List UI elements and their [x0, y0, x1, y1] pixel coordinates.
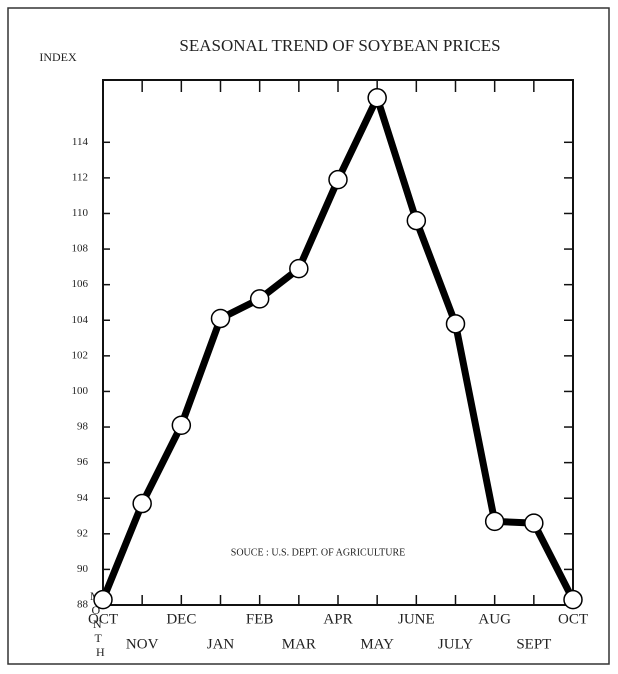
- frame: [7, 7, 610, 665]
- y-tick-label: 94: [77, 492, 89, 504]
- y-tick-label: 104: [72, 314, 89, 326]
- y-tick-label: 110: [72, 207, 89, 219]
- point: [406, 210, 427, 231]
- x-tick-label: JAN: [207, 636, 235, 652]
- chart-title: SEASONAL TREND OF SOYBEAN PRICES: [179, 36, 500, 55]
- x-tick-label: SEPT: [516, 636, 551, 652]
- point: [93, 589, 113, 610]
- annotation: SOUCE : U.S. DEPT. OF AGRICULTURE: [231, 547, 405, 558]
- point: [210, 308, 231, 329]
- point: [171, 415, 192, 436]
- x-tick-label: OCT: [558, 611, 588, 627]
- point: [524, 513, 544, 533]
- y-tick-label: 90: [77, 563, 89, 575]
- y-tick-label: 96: [77, 456, 89, 468]
- y-tick-label: 106: [72, 278, 89, 290]
- y-tick-label: 100: [72, 385, 89, 397]
- x-tick-label: JULY: [438, 636, 473, 652]
- y-tick-label: 114: [72, 136, 89, 148]
- point: [484, 511, 505, 532]
- y-tick-label: 108: [72, 243, 89, 255]
- x-tick-label: FEB: [246, 611, 274, 627]
- point: [328, 169, 348, 190]
- x-tick-label: DEC: [166, 611, 196, 627]
- point: [563, 589, 583, 610]
- point: [445, 314, 466, 334]
- x-tick-label: JUNE: [398, 611, 435, 627]
- point: [289, 258, 309, 279]
- y-tick-label: 92: [77, 527, 88, 539]
- x-tick-label: APR: [323, 611, 352, 627]
- y-tick-label: 112: [72, 171, 88, 183]
- y-tick-label: 102: [72, 349, 89, 361]
- point: [249, 289, 270, 309]
- x-tick-label: MAR: [282, 636, 316, 652]
- point: [132, 493, 152, 514]
- x-tick-label: OCT: [88, 611, 118, 627]
- y-axis-label: INDEX: [39, 50, 77, 64]
- point: [367, 88, 387, 108]
- x-tick-label: MAY: [360, 636, 394, 652]
- x-tick-label: NOV: [126, 636, 159, 652]
- x-tick-label: AUG: [478, 611, 511, 627]
- y-tick-label: 98: [77, 421, 89, 433]
- y-tick-label: 88: [77, 599, 89, 611]
